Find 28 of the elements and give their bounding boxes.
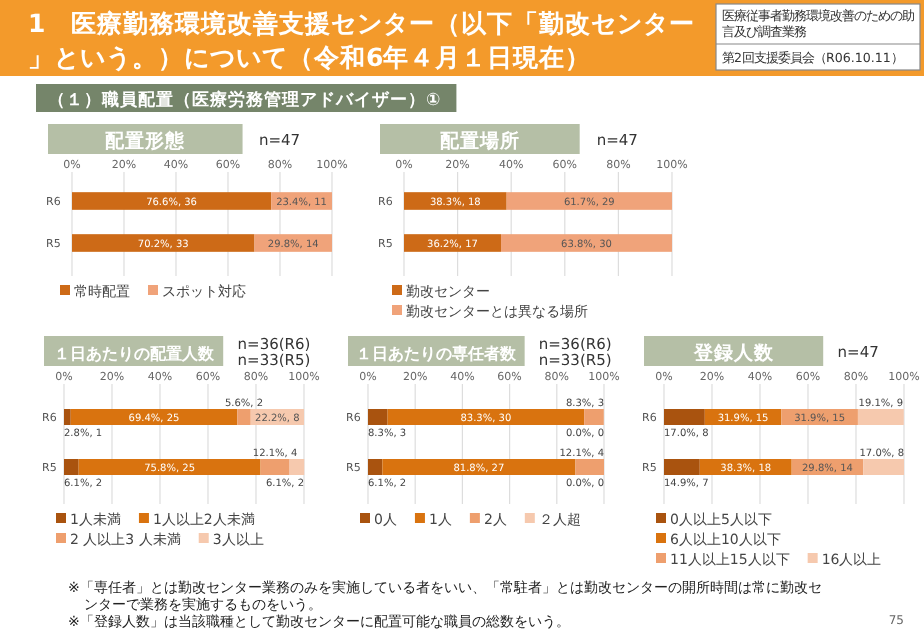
chart-title: 登録人数: [691, 341, 776, 365]
text: （１）職員配置（医療労務管理アドバイザー）①: [48, 89, 441, 111]
bar: [664, 459, 700, 475]
chart-title: １日あたりの配置人数: [53, 345, 216, 363]
bar: [64, 409, 71, 425]
bar: [584, 409, 604, 425]
chart-title: 配置形態: [105, 129, 188, 153]
chart-title: １日あたりの専任者数: [356, 345, 519, 363]
bar: [664, 409, 705, 425]
bar: [387, 409, 585, 425]
bar: [857, 409, 904, 425]
bar: [863, 459, 904, 475]
bar: [382, 459, 576, 475]
bar: [64, 459, 79, 475]
bar: [501, 234, 672, 252]
bar: [72, 234, 255, 252]
bar: [506, 192, 672, 210]
bar: [368, 459, 383, 475]
bar: [575, 459, 604, 475]
bar: [72, 192, 272, 210]
chart-title: 配置場所: [439, 129, 520, 153]
bar: [289, 459, 305, 475]
bar: [237, 409, 251, 425]
bar: [368, 409, 388, 425]
bar: [78, 459, 261, 475]
bar: [70, 409, 238, 425]
bar: [260, 459, 290, 475]
text: 1 医療勤務環境改善支援センター（以下「勤改センター」という。）について（令和6年４月１日現在）: [28, 8, 696, 72]
